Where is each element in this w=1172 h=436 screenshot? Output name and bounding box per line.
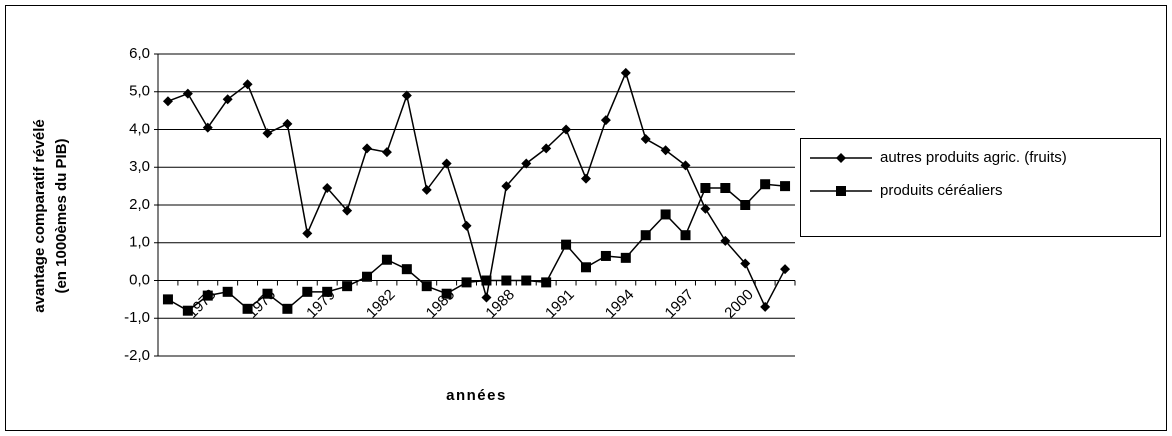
marker <box>322 183 333 194</box>
marker <box>222 286 233 297</box>
y-tick-label: 3,0 <box>129 158 150 175</box>
marker <box>780 264 791 275</box>
marker <box>501 181 512 192</box>
marker <box>182 88 193 99</box>
marker <box>282 118 293 129</box>
marker <box>421 184 432 195</box>
marker <box>322 286 333 297</box>
marker <box>740 200 751 210</box>
marker <box>700 203 711 214</box>
marker <box>481 292 492 303</box>
marker <box>780 181 791 192</box>
y-axis-title: (en 1000èmes du PIB) <box>53 138 70 293</box>
marker <box>242 303 253 314</box>
y-tick-label: 2,0 <box>129 196 150 213</box>
marker <box>640 230 651 241</box>
marker <box>521 158 532 169</box>
marker <box>401 264 412 275</box>
marker <box>202 122 213 133</box>
marker <box>242 79 253 90</box>
marker <box>700 183 711 194</box>
y-tick-label: 4,0 <box>129 120 150 137</box>
y-tick-label: -1,0 <box>124 309 150 326</box>
marker <box>302 228 313 239</box>
marker <box>836 186 846 196</box>
marker <box>541 143 552 154</box>
marker <box>660 145 671 156</box>
marker <box>202 290 213 301</box>
y-tick-label: 5,0 <box>129 83 150 100</box>
legend-box <box>800 138 1161 237</box>
marker <box>541 277 552 288</box>
marker <box>600 250 611 261</box>
marker <box>461 220 472 231</box>
marker <box>521 275 532 286</box>
marker <box>342 205 353 216</box>
y-axis-title: avantage comparatif révélé <box>31 119 48 312</box>
marker <box>461 277 472 288</box>
marker <box>760 179 771 190</box>
marker <box>282 303 293 314</box>
marker <box>620 252 631 263</box>
marker <box>720 183 731 194</box>
marker <box>680 230 691 241</box>
marker <box>441 288 452 299</box>
marker <box>162 96 173 107</box>
marker <box>620 67 631 78</box>
legend-label: produits céréaliers <box>880 182 1003 199</box>
marker <box>580 173 591 184</box>
marker <box>342 281 353 292</box>
marker <box>401 90 412 101</box>
marker <box>222 94 233 105</box>
marker <box>481 275 492 286</box>
legend-label: autres produits agric. (fruits) <box>880 149 1067 166</box>
marker <box>561 124 572 135</box>
marker <box>720 235 731 246</box>
marker <box>182 305 193 316</box>
marker <box>640 133 651 144</box>
y-tick-label: 0,0 <box>129 271 150 288</box>
marker <box>580 262 591 273</box>
marker <box>660 209 671 220</box>
y-tick-label: -2,0 <box>124 347 150 364</box>
marker <box>441 158 452 169</box>
marker <box>381 147 392 158</box>
marker <box>501 275 512 286</box>
marker <box>760 301 771 312</box>
y-tick-label: 1,0 <box>129 234 150 251</box>
marker <box>262 128 273 139</box>
marker <box>162 294 173 305</box>
marker <box>381 254 392 265</box>
marker <box>561 239 572 250</box>
marker <box>421 281 432 292</box>
marker <box>262 288 273 299</box>
marker <box>600 115 611 126</box>
marker <box>836 153 846 163</box>
marker <box>302 286 313 297</box>
marker <box>740 258 751 269</box>
x-axis-title: années <box>446 387 507 404</box>
marker <box>680 160 691 171</box>
marker <box>362 143 373 154</box>
y-tick-label: 6,0 <box>129 45 150 62</box>
marker <box>362 271 373 282</box>
